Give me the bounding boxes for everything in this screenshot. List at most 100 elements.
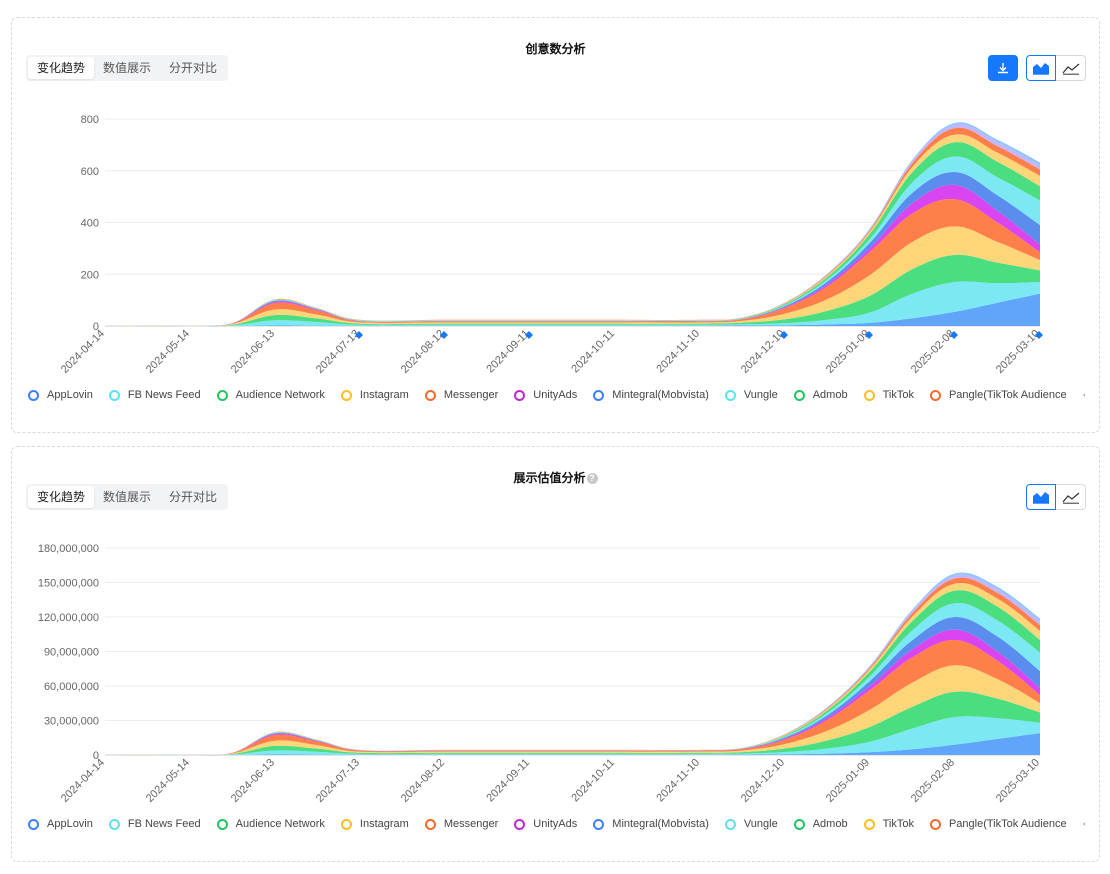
chart-type-toggle [1026, 55, 1086, 81]
legend-pager: 1/2 [1082, 389, 1085, 401]
area-series-2 [105, 254, 1040, 327]
y-tick-label: 0 [93, 321, 99, 333]
legend-item[interactable]: Messenger [424, 389, 499, 401]
area-chart-button[interactable] [1026, 55, 1056, 81]
legend: AppLovin FB News Feed Audience Network Inst… [28, 815, 1085, 833]
area-series-1 [105, 281, 1040, 327]
event-marker[interactable] [780, 331, 788, 339]
line-chart-button[interactable] [1056, 55, 1086, 81]
legend-item[interactable]: TikTok [863, 818, 914, 830]
legend-item[interactable]: Audience Network [216, 818, 325, 830]
legend-item[interactable]: AppLovin [28, 389, 93, 401]
event-marker[interactable] [355, 331, 363, 339]
legend-item[interactable]: UnityAds [514, 389, 577, 401]
area-series-3 [105, 665, 1040, 756]
legend-item[interactable]: Pangle(TikTok Audience [929, 818, 1067, 830]
legend-circle-icon [863, 389, 875, 401]
legend-label: UnityAds [533, 389, 578, 401]
tab-compare[interactable]: 分开对比 [169, 61, 218, 75]
legend-circle-icon [216, 389, 228, 401]
legend-circle-icon [340, 389, 352, 401]
legend-label: TikTok [882, 389, 914, 401]
legend-circle-icon [724, 818, 736, 830]
legend-circle-icon [724, 389, 736, 401]
legend-item[interactable]: Audience Network [216, 389, 325, 401]
impression-estimate-area-chart: 0 30,000,000 60,000,000 90,000,000 120,000,0… [38, 543, 1042, 805]
legend-item[interactable]: Mintegral(Mobvista) [593, 818, 709, 830]
legend-label: Pangle(TikTok Audience [948, 818, 1067, 830]
area-series-4 [105, 639, 1040, 756]
legend-item[interactable]: Admob [793, 389, 848, 401]
x-tick-label: 2024-11-10 [654, 757, 702, 805]
line-chart-icon [1062, 63, 1079, 75]
y-tick-label: 60,000,000 [44, 681, 99, 693]
legend-item[interactable]: FB News Feed [108, 818, 201, 830]
y-tick-label: 600 [81, 166, 99, 178]
x-tick-label: 2024-09-11 [484, 757, 532, 805]
legend: AppLovin FB News Feed Audience Network Inst… [28, 386, 1085, 404]
chart-tools [1026, 484, 1086, 510]
legend-circle-icon [108, 818, 120, 830]
tab-values[interactable]: 数值展示 [103, 61, 152, 75]
legend-item[interactable]: Instagram [340, 818, 409, 830]
legend-label: Audience Network [235, 389, 325, 401]
x-tick-label: 2024-05-14 [144, 757, 192, 805]
legend-item[interactable]: UnityAds [514, 818, 577, 830]
legend-item[interactable]: Admob [793, 818, 848, 830]
event-marker[interactable] [1035, 331, 1043, 339]
legend-circle-icon [929, 818, 941, 830]
creative-count-area-chart: 0 200 400 600 800 2024-04-14 2024-05-14 2024-06… [59, 114, 1043, 376]
y-tick-label: 400 [81, 218, 99, 230]
area-chart-button[interactable] [1026, 484, 1056, 510]
tab-values[interactable]: 数值展示 [103, 490, 152, 504]
x-tick-label: 2024-07-13 [314, 328, 362, 376]
legend-item[interactable]: TikTok [863, 389, 914, 401]
creative-count-card: 创意数分析 变化趋势 数值展示 分开对比 0 200 400 600 800 2024-0… [11, 17, 1100, 433]
x-tick-label: 2024-08-12 [399, 328, 447, 376]
help-icon[interactable]: ? [586, 473, 598, 485]
legend-circle-icon [929, 389, 941, 401]
tab-compare[interactable]: 分开对比 [169, 490, 218, 504]
tab-trend[interactable]: 变化趋势 [28, 486, 95, 508]
legend-item[interactable]: Vungle [724, 389, 778, 401]
y-tick-label: 200 [81, 269, 99, 281]
event-marker[interactable] [950, 331, 958, 339]
tab-trend[interactable]: 变化趋势 [28, 57, 95, 79]
x-tick-label: 2024-06-13 [229, 757, 277, 805]
legend-label: Messenger [443, 818, 499, 830]
x-tick-label: 2024-07-13 [314, 757, 362, 805]
legend-item[interactable]: Pangle(TikTok Audience [929, 389, 1067, 401]
legend-item[interactable]: FB News Feed [108, 389, 201, 401]
legend-circle-icon [340, 818, 352, 830]
legend-pager: 1/2 [1082, 818, 1085, 830]
line-chart-button[interactable] [1056, 484, 1086, 510]
y-tick-label: 180,000,000 [38, 543, 99, 555]
view-tabs: 变化趋势 数值展示 分开对比 [26, 484, 229, 510]
view-tabs: 变化趋势 数值展示 分开对比 [26, 55, 229, 81]
chart-title: 展示估值分析? [12, 469, 1099, 486]
prev-page-icon[interactable] [1082, 818, 1085, 830]
prev-page-icon[interactable] [1082, 389, 1085, 401]
x-tick-label: 2024-12-10 [739, 328, 787, 376]
legend-circle-icon [593, 389, 605, 401]
event-marker[interactable] [865, 331, 873, 339]
x-tick-label: 2024-04-14 [59, 757, 107, 805]
event-marker[interactable] [525, 331, 533, 339]
x-tick-label: 2024-11-10 [654, 328, 702, 376]
legend-item[interactable]: Vungle [724, 818, 778, 830]
x-tick-label: 2024-12-10 [739, 757, 787, 805]
legend-item[interactable]: Mintegral(Mobvista) [593, 389, 709, 401]
event-marker[interactable] [440, 331, 448, 339]
y-tick-label: 0 [93, 750, 99, 762]
legend-label: Admob [812, 389, 848, 401]
legend-label: Audience Network [235, 818, 325, 830]
legend-circle-icon [793, 389, 805, 401]
legend-item[interactable]: Messenger [424, 818, 499, 830]
area-series-5 [105, 184, 1040, 327]
legend-item[interactable]: AppLovin [28, 818, 93, 830]
legend-circle-icon [28, 389, 39, 401]
legend-item[interactable]: Instagram [340, 389, 409, 401]
legend-label: Messenger [443, 389, 499, 401]
download-button[interactable] [988, 55, 1018, 81]
x-tick-label: 2024-10-11 [569, 328, 617, 376]
